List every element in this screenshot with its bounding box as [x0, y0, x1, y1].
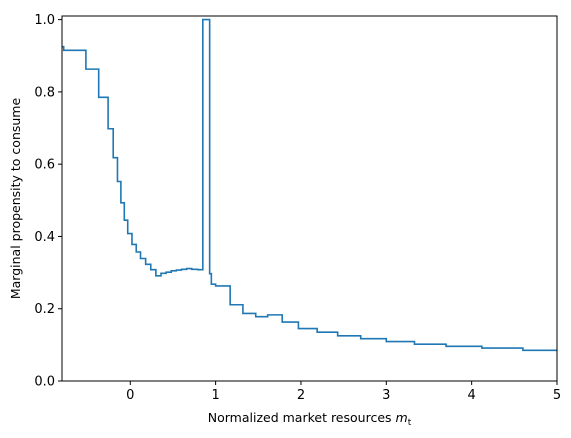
x-tick-label: 0 [126, 388, 134, 403]
x-tick-label: 1 [211, 388, 219, 403]
y-axis-label: Marginal propensity to consume [8, 98, 23, 300]
plot-frame [61, 15, 558, 382]
y-tick-label: 0.8 [34, 85, 55, 100]
x-tick-label: 4 [468, 388, 476, 403]
x-tick-label: 3 [382, 388, 390, 403]
x-tick-label: 5 [553, 388, 561, 403]
y-tick-label: 0.6 [34, 158, 55, 173]
y-tick-label: 0.4 [34, 230, 55, 245]
series-layer [62, 18, 557, 352]
y-axis-ticks: 0.0 0.2 0.4 0.6 0.8 1.0 [34, 13, 62, 390]
y-tick-label: 0.0 [34, 375, 55, 390]
series-line-0 [62, 18, 557, 352]
y-tick-label: 0.2 [34, 302, 55, 317]
x-tick-label: 2 [297, 388, 305, 403]
x-axis-label: Normalized market resources mt [208, 410, 412, 428]
x-axis-ticks: 0 1 2 3 4 5 [126, 381, 561, 403]
y-tick-label: 1.0 [34, 13, 55, 28]
